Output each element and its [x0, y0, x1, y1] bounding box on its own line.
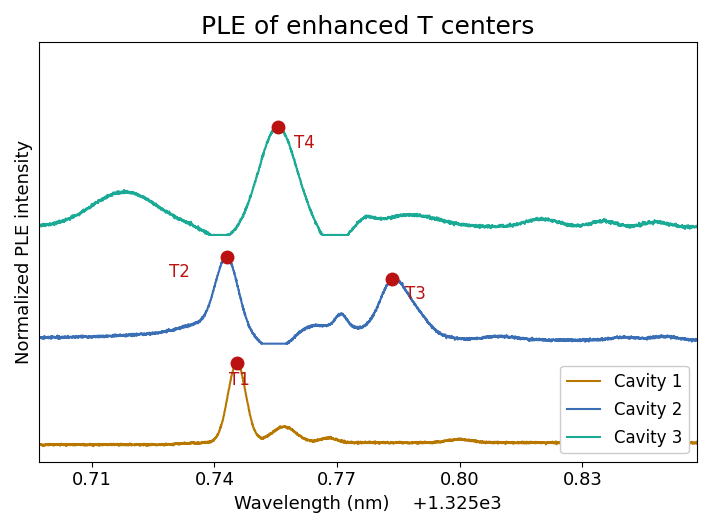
Text: T3: T3 — [404, 285, 426, 303]
Cavity 3 — [148, 199, 157, 205]
Cavity 1 — [609, 439, 618, 446]
Cavity 3 — [34, 223, 43, 230]
Cavity 3 — [680, 223, 689, 229]
Cavity 3 — [609, 220, 618, 226]
Cavity 1 — [315, 437, 324, 443]
Text: T4: T4 — [294, 135, 315, 153]
Text: T1: T1 — [229, 371, 250, 389]
Cavity 2 — [258, 341, 267, 347]
Cavity 1 — [110, 441, 118, 448]
Text: T2: T2 — [169, 263, 190, 281]
Cavity 3 — [287, 149, 295, 155]
Cavity 1 — [89, 443, 98, 449]
Cavity 2 — [609, 336, 618, 342]
Cavity 2 — [223, 253, 231, 260]
X-axis label: Wavelength (nm)    +1.325e3: Wavelength (nm) +1.325e3 — [234, 495, 502, 513]
Cavity 1 — [232, 359, 241, 365]
Cavity 2 — [315, 322, 324, 328]
Cavity 3 — [273, 123, 281, 129]
Cavity 1 — [287, 426, 295, 432]
Cavity 2 — [693, 337, 701, 343]
Cavity 2 — [110, 333, 118, 339]
Cavity 1 — [149, 442, 157, 448]
Legend: Cavity 1, Cavity 2, Cavity 3: Cavity 1, Cavity 2, Cavity 3 — [560, 366, 689, 454]
Cavity 3 — [315, 229, 324, 235]
Cavity 3 — [110, 190, 118, 196]
Cavity 1 — [693, 440, 701, 447]
Cavity 2 — [287, 336, 295, 343]
Cavity 3 — [693, 224, 701, 230]
Y-axis label: Normalized PLE intensity: Normalized PLE intensity — [15, 140, 33, 364]
Cavity 2 — [680, 336, 689, 343]
Line: Cavity 1: Cavity 1 — [38, 362, 697, 446]
Cavity 2 — [34, 334, 43, 341]
Cavity 1 — [680, 440, 689, 446]
Cavity 3 — [205, 232, 214, 238]
Title: PLE of enhanced T centers: PLE of enhanced T centers — [201, 15, 535, 39]
Cavity 2 — [148, 330, 157, 336]
Line: Cavity 2: Cavity 2 — [38, 257, 697, 344]
Cavity 1 — [34, 441, 43, 448]
Line: Cavity 3: Cavity 3 — [38, 126, 697, 235]
